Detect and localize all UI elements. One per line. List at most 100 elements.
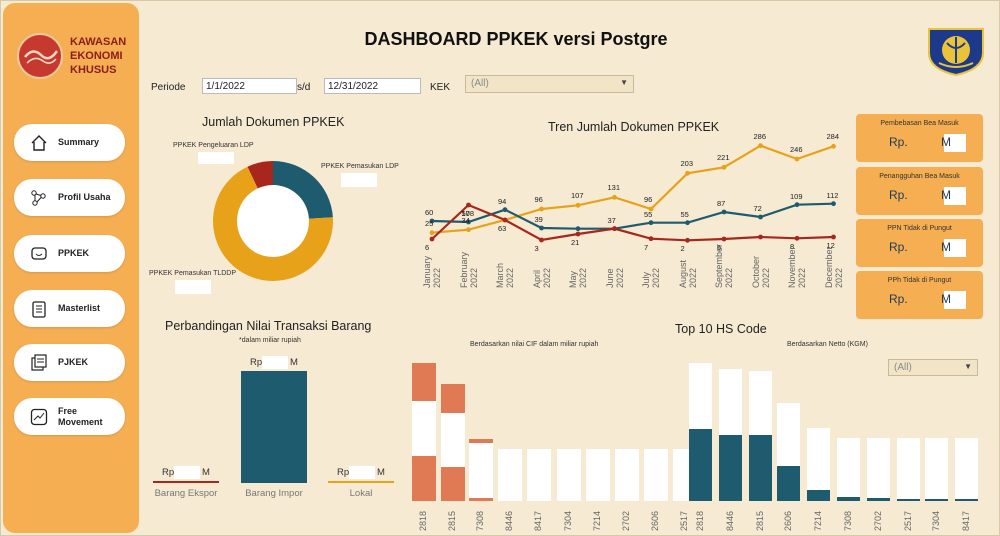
transaksi-bar	[241, 371, 307, 483]
hs-select-value: (All)	[894, 362, 912, 373]
trend-x-tick-label: December 2022	[824, 246, 844, 288]
transaksi-title: Perbandingan Nilai Transaksi Barang	[165, 319, 372, 333]
nav-summary-label: Summary	[58, 137, 100, 147]
tick-year: 2022	[797, 267, 807, 288]
trend-point	[794, 202, 800, 208]
sidebar: KAWASAN EKONOMI KHUSUS Summary Profil Us…	[3, 3, 139, 533]
trend-point	[612, 194, 617, 200]
hs-left-tick-label: 8417	[533, 510, 543, 531]
hs-select[interactable]: (All) ▼	[888, 359, 978, 376]
card-prefix: Rp.	[889, 240, 908, 254]
trend-point	[429, 218, 435, 224]
kek-logo-icon	[17, 33, 63, 79]
donut-label-pengeluaran-ldp: PPKEK Pengeluaran LDP	[173, 142, 254, 149]
hs-right-bar-fill	[955, 499, 978, 501]
tick-month: January	[422, 255, 432, 288]
hs-left-bar	[557, 449, 581, 501]
trend-data-label: 3	[534, 244, 539, 253]
nav-pjkek-button[interactable]: PJKEK	[14, 344, 125, 381]
hs-left-tick-label: 2815	[447, 510, 457, 531]
redacted-value	[349, 466, 375, 479]
donut-hole	[237, 185, 309, 257]
hs-left-bar	[586, 449, 610, 501]
trend-data-label: 107	[571, 191, 584, 201]
trend-point	[612, 226, 617, 232]
trend-point	[575, 231, 581, 237]
hs-right-bar	[837, 438, 860, 501]
hs-right-tick-label: 2818	[695, 510, 705, 531]
nav-summary-button[interactable]: Summary	[14, 124, 125, 161]
hs-left-tick-label: 2818	[418, 510, 428, 531]
trend-line-chart	[429, 143, 836, 243]
card-prefix: Rp.	[889, 292, 908, 306]
network-icon	[28, 187, 50, 209]
hs-left-tick-label: 2517	[679, 510, 689, 531]
trend-data-label: 131	[607, 183, 621, 193]
trend-point	[429, 236, 435, 242]
trend-data-label: 6	[717, 243, 722, 252]
transaksi-category-label: Lokal	[349, 488, 373, 499]
trend-data-label: 284	[826, 132, 840, 142]
tick-year: 2022	[724, 267, 734, 288]
trend-data-label: 96	[644, 195, 653, 204]
trend-point	[648, 220, 654, 226]
tick-month: March	[495, 262, 505, 288]
tick-month: December	[823, 246, 834, 288]
hs-right-bar-fill	[867, 498, 890, 501]
summary-card: PPN Tidak di Pungut Rp. M	[856, 219, 983, 267]
transaksi-value-suffix: M	[377, 467, 385, 478]
tick-month: April	[531, 269, 542, 288]
chevron-down-icon: ▼	[620, 78, 628, 87]
redacted-value	[175, 280, 211, 294]
card-title: Penangguhan Bea Masuk	[879, 173, 960, 180]
logo-line-1: KAWASAN	[70, 36, 127, 48]
home-icon	[28, 132, 50, 154]
tick-month: June	[604, 268, 615, 288]
hs-right-tick-label: 8446	[725, 510, 735, 531]
redacted-value	[469, 443, 493, 498]
nav-masterlist-button[interactable]: Masterlist	[14, 290, 125, 327]
trend-data-label: 55	[680, 209, 689, 219]
trend-data-label: 286	[753, 131, 767, 141]
nav-free-movement-button[interactable]: Free Movement	[14, 398, 125, 435]
nav-profil-usaha-label: Profil Usaha	[58, 192, 111, 202]
transaksi-value-suffix: M	[290, 357, 298, 368]
kek-select[interactable]: (All) ▼	[465, 75, 634, 93]
trend-data-label: 221	[717, 153, 730, 163]
tick-year: 2022	[760, 267, 771, 288]
tick-year: 2022	[614, 267, 625, 288]
trend-data-label: 25	[425, 218, 434, 228]
trend-point	[539, 225, 544, 231]
hs-left-tick-label: 7214	[592, 510, 602, 531]
tick-year: 2022	[541, 267, 552, 288]
hs-right-bar-fill	[925, 499, 948, 501]
hs-right-bar-fill	[897, 499, 920, 501]
card-prefix: Rp.	[889, 188, 908, 202]
trend-x-tick-label: October 2022	[751, 256, 771, 288]
kek-select-value: (All)	[471, 78, 489, 89]
trend-point	[575, 202, 581, 208]
trend-point	[539, 206, 544, 212]
card-prefix: Rp.	[889, 135, 908, 149]
trend-data-label: 55	[644, 209, 653, 219]
transaksi-bar	[153, 481, 219, 483]
end-date-input[interactable]: 12/31/2022	[324, 78, 421, 94]
hs-left-bar	[644, 449, 668, 501]
trend-title: Tren Jumlah Dokumen PPKEK	[548, 120, 720, 134]
nav-ppkek-button[interactable]: PPKEK	[14, 235, 125, 272]
nav-profil-usaha-button[interactable]: Profil Usaha	[14, 179, 125, 216]
summary-card: PPh Tidak di Pungut Rp. M	[856, 271, 983, 319]
trend-point	[502, 207, 508, 213]
start-date-input[interactable]: 1/1/2022	[202, 78, 297, 94]
trend-x-tick-label: August 2022	[678, 260, 698, 288]
trend-point	[831, 234, 836, 240]
tick-month: July	[641, 271, 651, 288]
redacted-value	[174, 466, 200, 479]
trend-data-label: 6	[425, 243, 430, 252]
tick-month: May	[568, 270, 578, 288]
trend-point	[794, 156, 800, 162]
nav-masterlist-label: Masterlist	[58, 303, 101, 313]
hs-right-subtitle: Berdasarkan Netto (KGM)	[787, 341, 868, 348]
trend-data-label: 21	[571, 238, 580, 247]
